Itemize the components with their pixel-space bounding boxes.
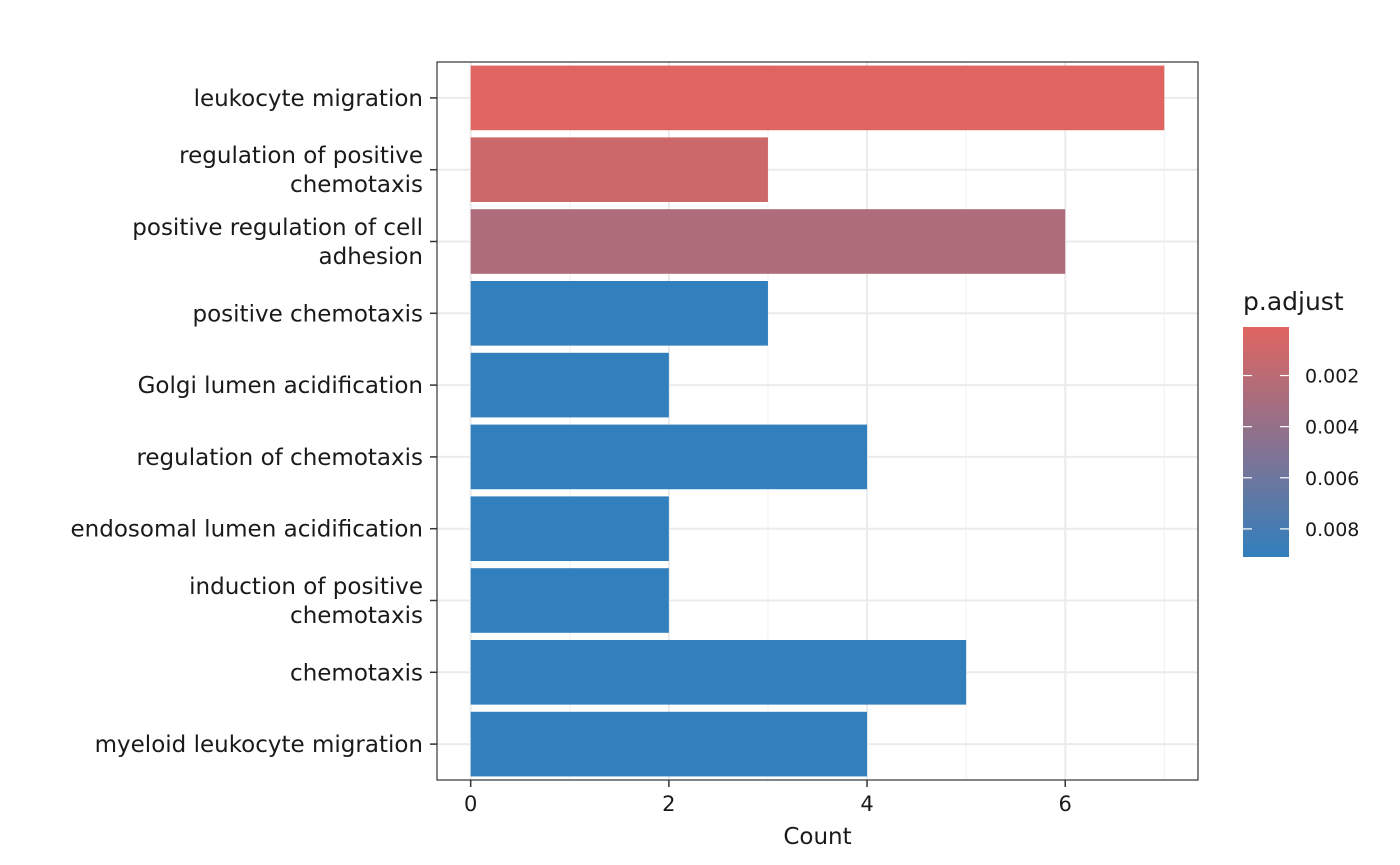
bars (470, 65, 1165, 777)
legend-colorbar (1243, 327, 1289, 557)
bar (470, 137, 768, 203)
y-tick-label: regulation of positive chemotaxis (179, 143, 423, 198)
bar (470, 496, 669, 562)
y-tick-label: positive regulation of cell adhesion (132, 215, 423, 270)
x-axis-title: Count (783, 824, 851, 850)
bar (470, 280, 768, 346)
bar (470, 65, 1165, 131)
y-tick-label: leukocyte migration (194, 86, 423, 112)
x-axis: 0 2 4 6 (464, 780, 1072, 816)
legend-tick-label: 0.004 (1305, 417, 1359, 439)
plot-panel-border (436, 61, 1199, 781)
legend-tick-label: 0.008 (1305, 519, 1359, 541)
legend-title: p.adjust (1243, 287, 1344, 316)
x-tick-label: 2 (662, 792, 675, 816)
bar (470, 424, 868, 490)
legend: p.adjust 0.002 0.004 0.006 0.008 (1243, 287, 1359, 557)
bar (470, 352, 669, 418)
bar (470, 568, 669, 633)
x-tick-label: 6 (1059, 792, 1072, 816)
bar (470, 711, 868, 777)
y-tick-label: chemotaxis (290, 660, 423, 686)
x-tick-label: 4 (860, 792, 873, 816)
legend-ticks: 0.002 0.004 0.006 0.008 (1243, 366, 1359, 541)
bar (470, 209, 1066, 274)
y-tick-label: Golgi lumen acidification (138, 373, 423, 399)
y-tick-label: induction of positive chemotaxis (189, 574, 423, 629)
y-tick-label: myeloid leukocyte migration (95, 732, 423, 758)
y-axis: leukocyte migration regulation of positiv… (71, 86, 437, 758)
y-tick-label: positive chemotaxis (193, 301, 423, 327)
legend-tick-label: 0.006 (1305, 468, 1359, 490)
y-tick-label: endosomal lumen acidification (71, 517, 423, 543)
y-tick-label: regulation of chemotaxis (136, 445, 423, 471)
bar (470, 639, 967, 705)
x-tick-label: 0 (464, 792, 477, 816)
legend-tick-label: 0.002 (1305, 366, 1359, 388)
